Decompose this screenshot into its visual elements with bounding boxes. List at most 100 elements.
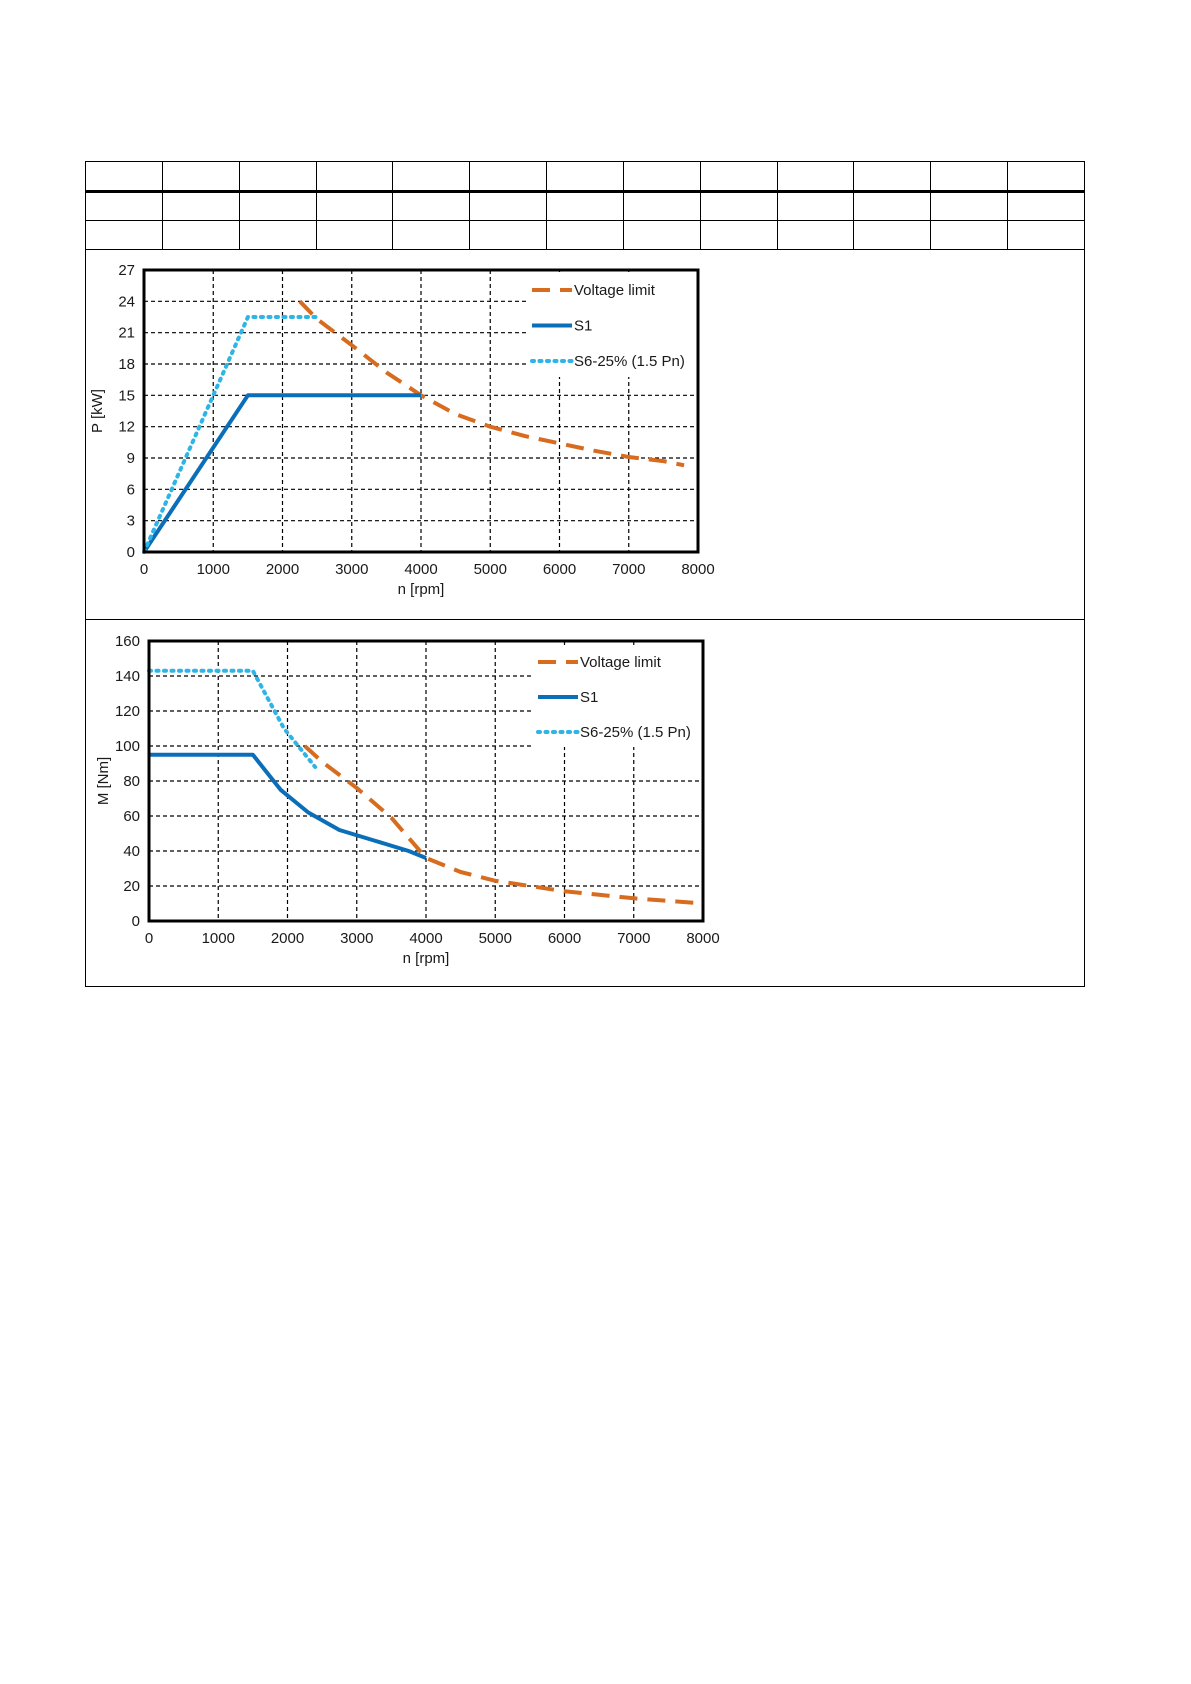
y-tick-label: 6 <box>127 481 135 498</box>
table-cell <box>238 220 317 250</box>
table-cell <box>85 220 163 250</box>
y-axis-title: P [kW] <box>89 389 106 433</box>
series-line-dotted <box>147 668 318 769</box>
table-cell <box>161 190 240 222</box>
x-axis-title: n [rpm] <box>403 950 450 967</box>
series-group <box>147 668 704 906</box>
table-cell <box>853 220 932 250</box>
table-row <box>85 161 1085 193</box>
y-tick-label: 60 <box>123 808 140 825</box>
y-tick-label: 21 <box>118 325 135 342</box>
table-cell <box>853 190 932 222</box>
table-cell <box>853 161 932 193</box>
series-line-dashed <box>303 744 704 906</box>
legend-label: S1 <box>574 318 592 335</box>
y-tick-label: 20 <box>123 878 140 895</box>
x-tick-label: 0 <box>145 930 153 947</box>
x-axis-title: n [rpm] <box>398 581 445 598</box>
y-tick-label: 120 <box>115 703 140 720</box>
table-cell <box>469 161 548 193</box>
table-cell <box>1007 161 1085 193</box>
table-cell <box>238 190 317 222</box>
legend: Voltage limit S1 S6-25% (1.5 Pn) <box>530 282 685 370</box>
table-cell <box>930 190 1009 222</box>
y-tick-label: 140 <box>115 668 140 685</box>
table-cell <box>85 190 163 222</box>
table-cell <box>546 161 624 193</box>
x-tick-label: 2000 <box>266 561 299 578</box>
y-tick-label: 160 <box>115 633 140 650</box>
table-cell <box>469 190 548 222</box>
x-tick-label: 7000 <box>617 930 650 947</box>
table-cell <box>392 190 471 222</box>
table-cell <box>315 190 394 222</box>
y-tick-label: 100 <box>115 738 140 755</box>
series-line-dashed <box>298 299 685 468</box>
legend-label: S6-25% (1.5 Pn) <box>580 724 691 741</box>
x-tick-label: 2000 <box>271 930 304 947</box>
x-tick-label: 7000 <box>612 561 645 578</box>
table-cell <box>699 161 778 193</box>
table-cell <box>622 190 701 222</box>
table-cell <box>546 190 624 222</box>
table-cell <box>469 220 548 250</box>
torque-speed-chart: 0 1000 2000 3000 4000 5000 6000 7000 8000 0 20 40 60… <box>95 633 720 967</box>
legend-label: Voltage limit <box>580 654 662 671</box>
x-tick-label: 3000 <box>335 561 368 578</box>
table-cell <box>1007 220 1085 250</box>
x-tick-label: 8000 <box>681 561 714 578</box>
y-tick-label: 0 <box>127 544 135 561</box>
table-cell <box>161 161 240 193</box>
table-cell <box>85 161 163 193</box>
table-cell <box>238 161 317 193</box>
x-tick-label: 8000 <box>686 930 719 947</box>
table-cell <box>315 220 394 250</box>
table-cell <box>622 220 701 250</box>
series-line-solid <box>142 393 421 554</box>
table-cell <box>1007 190 1085 222</box>
tick-labels: 0 1000 2000 3000 4000 5000 6000 7000 8000 0 20 40 60… <box>115 633 720 947</box>
table-cell <box>699 190 778 222</box>
table-cell <box>392 161 471 193</box>
y-tick-label: 18 <box>118 356 135 373</box>
table-row <box>85 190 1085 222</box>
table-cell <box>699 220 778 250</box>
legend-label: S6-25% (1.5 Pn) <box>574 353 685 370</box>
table-row <box>85 220 1085 250</box>
x-tick-label: 1000 <box>197 561 230 578</box>
y-tick-label: 24 <box>118 293 135 310</box>
power-speed-chart: 0 1000 2000 3000 4000 5000 6000 7000 8000 0 3 6 9 12 1… <box>89 262 715 598</box>
series-group <box>142 299 685 554</box>
table-cell <box>161 220 240 250</box>
table-cell <box>930 220 1009 250</box>
y-axis-title: M [Nm] <box>95 757 112 805</box>
legend-label: S1 <box>580 689 598 706</box>
y-tick-label: 27 <box>118 262 135 279</box>
y-tick-label: 15 <box>118 387 135 404</box>
table-cell <box>315 161 394 193</box>
table-cell <box>546 220 624 250</box>
chart-panel: 0 1000 2000 3000 4000 5000 6000 7000 8000 0 3 6 9 12 1… <box>85 250 1085 987</box>
table-cell <box>776 220 855 250</box>
table-cell <box>776 190 855 222</box>
x-tick-label: 6000 <box>543 561 576 578</box>
x-tick-label: 4000 <box>409 930 442 947</box>
x-tick-label: 0 <box>140 561 148 578</box>
x-tick-label: 6000 <box>548 930 581 947</box>
series-line-dotted <box>142 315 320 554</box>
x-tick-label: 5000 <box>479 930 512 947</box>
plot-frame <box>147 639 705 923</box>
table-cell <box>622 161 701 193</box>
tick-labels: 0 1000 2000 3000 4000 5000 6000 7000 8000 0 3 6 9 12 1… <box>118 262 714 578</box>
x-tick-label: 1000 <box>202 930 235 947</box>
y-tick-label: 40 <box>123 843 140 860</box>
x-tick-label: 4000 <box>404 561 437 578</box>
table-cell <box>776 161 855 193</box>
legend: Voltage limit S1 S6-25% (1.5 Pn) <box>536 654 691 741</box>
y-tick-label: 3 <box>127 513 135 530</box>
plot-frame <box>142 268 700 554</box>
y-tick-label: 80 <box>123 773 140 790</box>
header-grid-body <box>85 161 1085 250</box>
table-cell <box>930 161 1009 193</box>
y-tick-label: 0 <box>132 913 140 930</box>
